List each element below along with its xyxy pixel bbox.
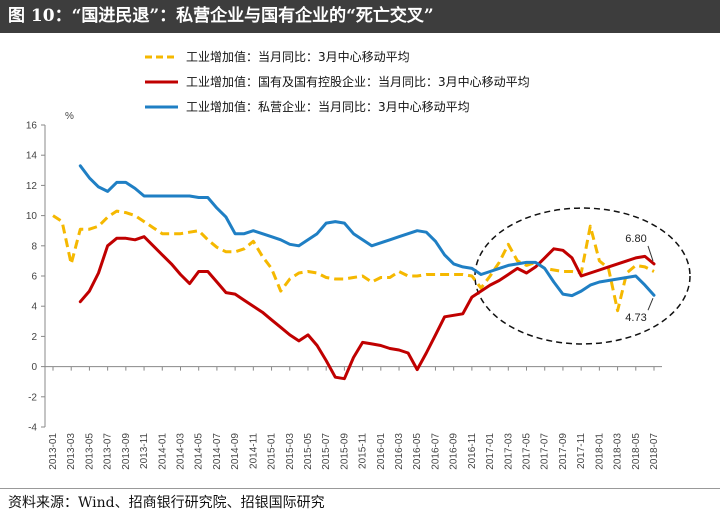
x-tick-label: 2016-03 [394,433,405,470]
y-tick-label: 2 [31,332,37,343]
y-axis-label: % [65,111,74,122]
x-tick-label: 2018-03 [613,433,624,470]
chart-title: 图 10：“国进民退”：私营企业与国有企业的“死亡交叉” [0,0,720,33]
y-tick-label: 0 [31,362,37,373]
x-tick-label: 2017-03 [503,433,514,470]
x-tick-label: 2013-03 [66,433,77,470]
y-tick-label: 4 [31,302,37,313]
x-tick-label: 2018-01 [594,433,605,470]
y-tick-label: 14 [26,151,38,162]
x-tick-label: 2014-07 [212,433,223,470]
x-tick-label: 2015-01 [267,433,278,470]
x-tick-label: 2015-11 [358,433,369,469]
axes: % -4 -2 0 2 4 6 8 10 12 14 16 2013-01 2013-03 2013-05 2… [26,111,662,470]
series-line-2 [78,164,656,298]
legend-label-1: 工业增加值：国有及国有控股企业：当月同比：3月中心移动平均 [186,74,530,89]
series-line-1 [78,235,656,381]
legend-label-2: 工业增加值：私营企业：当月同比：3月中心移动平均 [186,99,470,114]
x-tick-label: 2016-11 [467,433,478,469]
line-chart: 工业增加值：当月同比：3月中心移动平均工业增加值：国有及国有控股企业：当月同比：… [26,49,691,470]
highlight-ellipse-shape [474,207,691,345]
annotation-label-1: 4.73 [625,312,646,324]
x-tick-label: 2015-05 [303,433,314,470]
x-tick-label: 2013-09 [121,433,132,470]
x-tick-label: 2014-01 [157,433,168,470]
x-tick-label: 2018-05 [631,433,642,470]
legend-label-0: 工业增加值：当月同比：3月中心移动平均 [186,49,410,64]
series-lines [52,164,656,381]
x-tick-label: 2017-01 [485,433,496,470]
x-tick-label: 2014-09 [230,433,241,470]
x-tick-label: 2013-11 [139,433,150,469]
legend: 工业增加值：当月同比：3月中心移动平均工业增加值：国有及国有控股企业：当月同比：… [145,49,530,114]
x-tick-label: 2014-11 [248,433,259,469]
annotation-pointer-1 [647,297,654,311]
x-tick-label: 2013-01 [48,433,59,470]
x-tick-label: 2015-09 [339,433,350,470]
source-note: 资料来源：Wind、招商银行研究院、招银国际研究 [8,495,325,511]
annotations: 6.80 4.73 [625,233,654,324]
y-tick-label: 16 [26,121,38,132]
y-tick-label: 12 [26,181,38,192]
divider [0,488,720,489]
y-tick-label: 6 [31,272,37,283]
x-tick-label: 2017-07 [540,433,551,470]
y-tick-label: 8 [31,241,37,252]
y-tick-label: 10 [26,211,38,222]
y-tick-label: -2 [28,392,37,403]
highlight-ellipse [474,207,691,345]
x-tick-label: 2015-07 [321,433,332,470]
annotation-label-0: 6.80 [625,233,646,245]
series-line-0 [52,209,655,313]
x-tick-label: 2016-05 [412,433,423,470]
x-tick-label: 2016-01 [376,433,387,470]
x-tick-label: 2018-07 [649,433,660,470]
x-tick-label: 2016-07 [430,433,441,470]
annotation-pointer-0 [647,245,654,262]
x-tick-label: 2016-09 [449,433,460,470]
x-tick-label: 2015-03 [285,433,296,470]
x-tick-label: 2014-05 [194,433,205,470]
x-tick-label: 2013-05 [84,433,95,470]
y-tick-label: -4 [28,423,37,434]
x-tick-label: 2013-07 [103,433,114,470]
x-tick-label: 2017-09 [558,433,569,470]
x-tick-label: 2017-11 [576,433,587,469]
x-tick-label: 2017-05 [522,433,533,470]
x-tick-label: 2014-03 [175,433,186,470]
